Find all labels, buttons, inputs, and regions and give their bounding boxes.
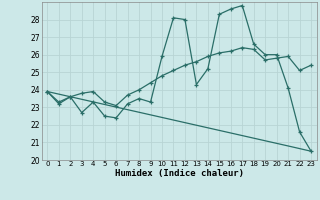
X-axis label: Humidex (Indice chaleur): Humidex (Indice chaleur) bbox=[115, 169, 244, 178]
